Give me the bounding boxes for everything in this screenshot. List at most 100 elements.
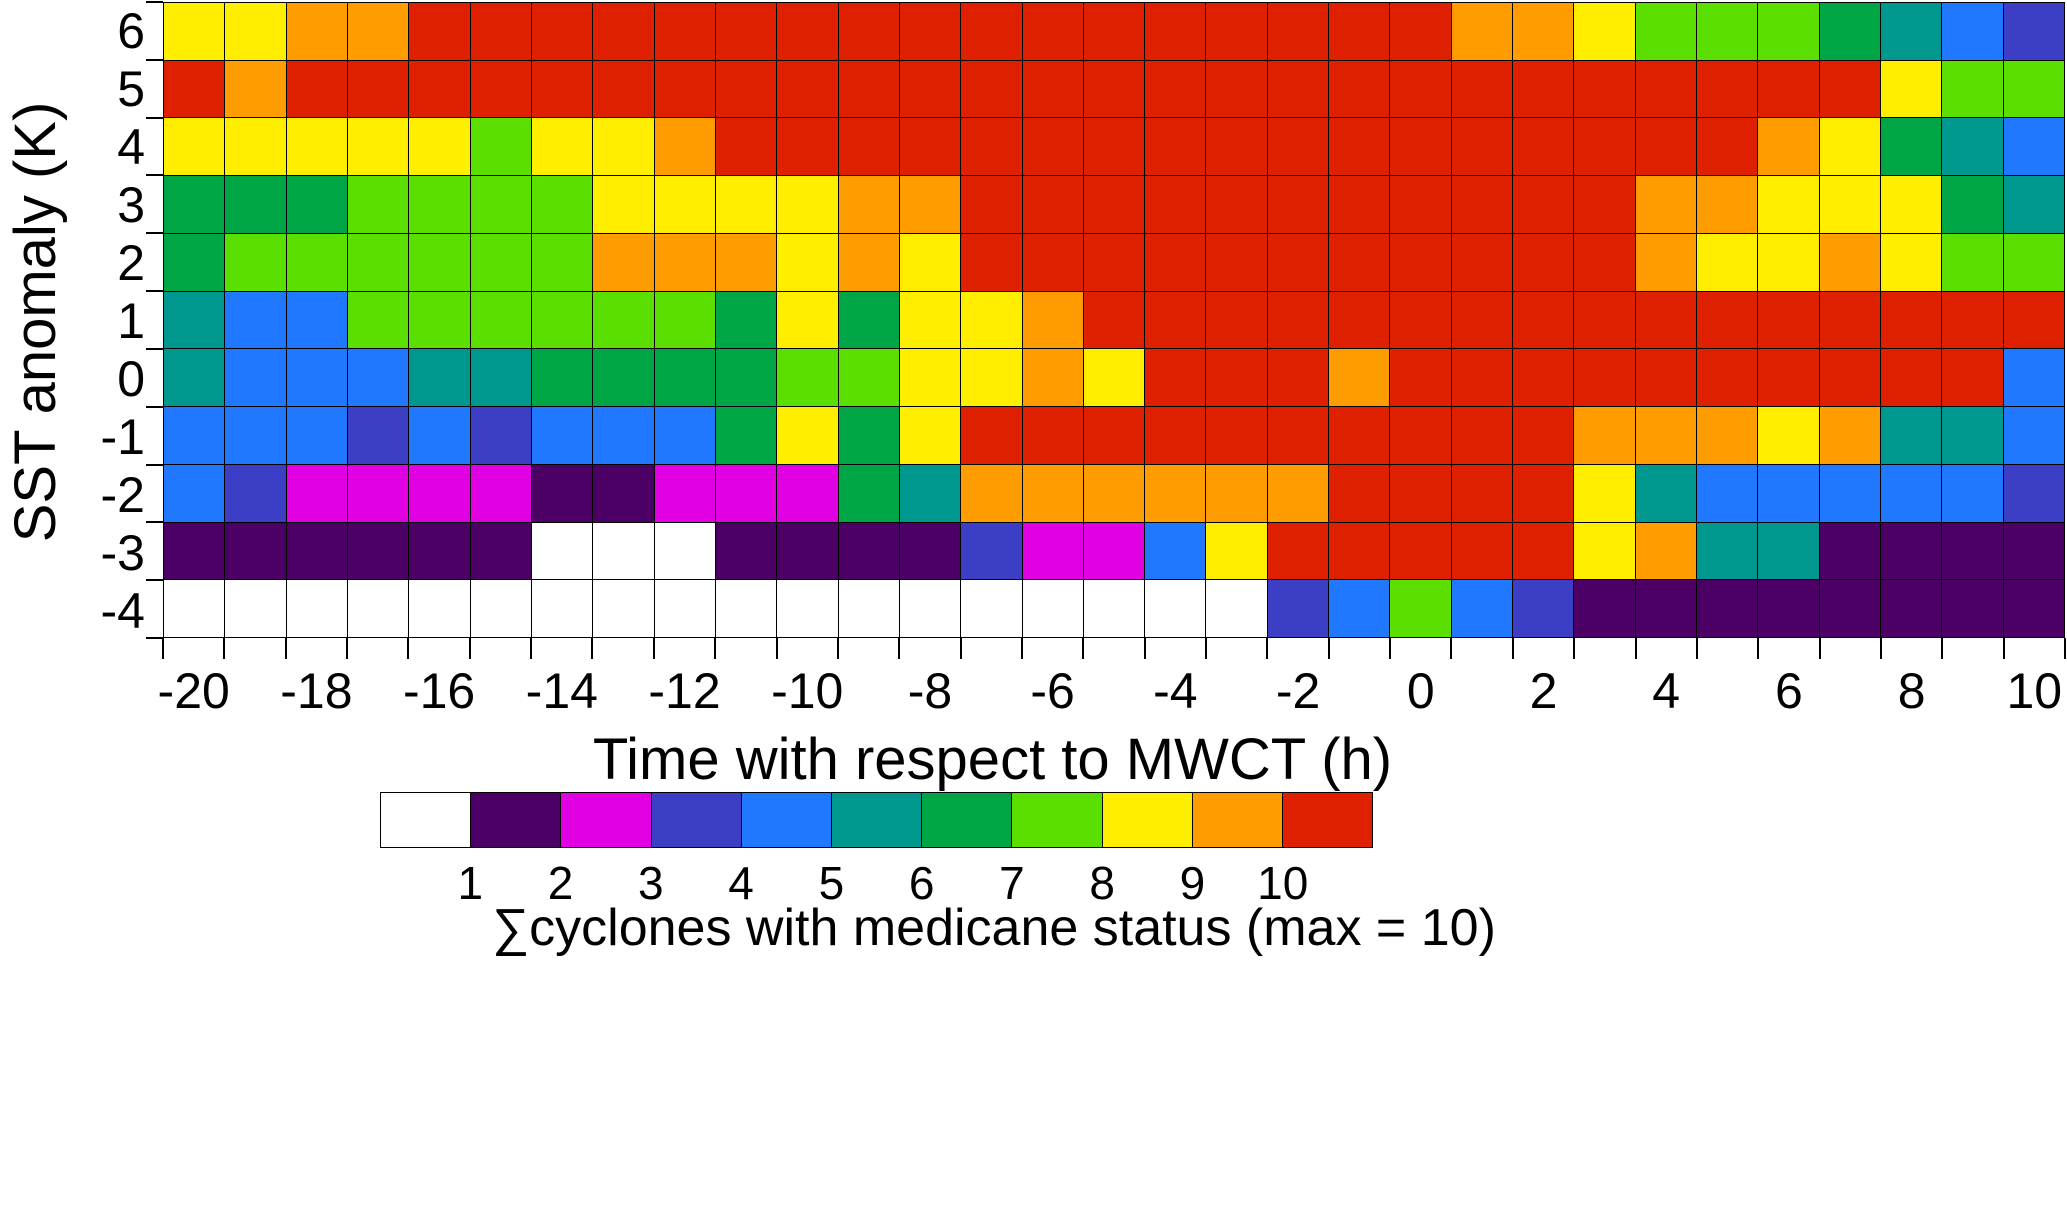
heatmap-cell bbox=[164, 60, 225, 118]
colorbar-box-4 bbox=[741, 793, 831, 847]
heatmap-cell bbox=[286, 522, 347, 580]
heatmap-cell bbox=[347, 60, 409, 118]
heatmap-cell bbox=[715, 349, 777, 407]
heatmap-cell bbox=[1451, 407, 1513, 464]
heatmap-cell bbox=[1881, 176, 1942, 233]
heatmap-cell bbox=[1390, 464, 1451, 522]
x-tick-mark bbox=[775, 638, 778, 659]
heatmap-cell bbox=[1635, 118, 1697, 176]
heatmap-cell bbox=[1390, 118, 1451, 176]
heatmap-cell bbox=[347, 580, 409, 637]
heatmap-cell bbox=[1881, 118, 1942, 176]
heatmap-cell bbox=[1329, 349, 1390, 407]
colorbar-caption: ∑cyclones with medicane status (max = 10… bbox=[492, 899, 1496, 957]
y-tick-mark bbox=[146, 405, 163, 408]
heatmap-cell bbox=[286, 291, 347, 349]
heatmap-cell bbox=[1083, 118, 1145, 176]
heatmap-cell bbox=[1513, 176, 1574, 233]
heatmap-cell bbox=[2003, 291, 2064, 349]
heatmap-cell bbox=[470, 233, 531, 291]
heatmap-cell bbox=[2003, 407, 2064, 464]
heatmap-cell bbox=[1206, 407, 1267, 464]
heatmap-cell bbox=[1758, 3, 1819, 60]
heatmap-cell bbox=[1083, 233, 1145, 291]
heatmap-cell bbox=[347, 233, 409, 291]
heatmap-cell bbox=[1022, 349, 1083, 407]
heatmap-cell bbox=[2003, 60, 2064, 118]
heatmap-cell bbox=[838, 464, 899, 522]
heatmap-cell bbox=[1267, 118, 1329, 176]
heatmap-cell bbox=[1881, 407, 1942, 464]
x-tick-mark bbox=[1389, 638, 1392, 659]
heatmap-cell bbox=[1390, 291, 1451, 349]
heatmap-cell bbox=[1451, 464, 1513, 522]
heatmap-cell bbox=[654, 233, 715, 291]
heatmap-cell bbox=[1697, 233, 1758, 291]
y-tick-label: -3 bbox=[100, 525, 145, 581]
heatmap-cell bbox=[899, 60, 961, 118]
heatmap-cell bbox=[286, 464, 347, 522]
heatmap-cell bbox=[1758, 407, 1819, 464]
heatmap-cell bbox=[777, 464, 838, 522]
heatmap-cell bbox=[1083, 3, 1145, 60]
heatmap-cell bbox=[1942, 233, 2003, 291]
heatmap-cell bbox=[961, 407, 1022, 464]
y-tick-mark bbox=[146, 290, 163, 293]
heatmap-cell bbox=[164, 349, 225, 407]
colorbar-tick-label: 1 bbox=[457, 857, 484, 909]
heatmap-cell bbox=[1083, 60, 1145, 118]
heatmap-cell bbox=[961, 60, 1022, 118]
heatmap-cell bbox=[961, 3, 1022, 60]
heatmap-cell bbox=[1083, 291, 1145, 349]
x-tick-mark bbox=[2064, 638, 2066, 659]
heatmap-cell bbox=[1635, 291, 1697, 349]
heatmap-cell bbox=[409, 118, 470, 176]
heatmap-cell bbox=[531, 464, 593, 522]
heatmap-cell bbox=[1206, 60, 1267, 118]
heatmap-cell bbox=[531, 233, 593, 291]
y-tick-mark bbox=[146, 463, 163, 466]
heatmap-cell bbox=[1329, 233, 1390, 291]
colorbar-tick-label: 6 bbox=[908, 857, 935, 909]
heatmap-cell bbox=[1145, 522, 1206, 580]
heatmap-cell bbox=[593, 118, 654, 176]
heatmap-cell bbox=[777, 176, 838, 233]
heatmap-cell bbox=[347, 522, 409, 580]
heatmap-cell bbox=[1881, 291, 1942, 349]
heatmap-cell bbox=[1329, 407, 1390, 464]
y-tick-mark bbox=[146, 116, 163, 119]
x-tick-label: 8 bbox=[1897, 663, 1926, 719]
heatmap-cell bbox=[470, 580, 531, 637]
heatmap-cell bbox=[1758, 349, 1819, 407]
colorbar-tick-labels: 1 2 3 4 5 6 7 8 9 10 bbox=[380, 856, 1373, 909]
heatmap-cell bbox=[1697, 118, 1758, 176]
heatmap-cell bbox=[286, 3, 347, 60]
heatmap-cell bbox=[1819, 580, 1881, 637]
x-tick-mark bbox=[652, 638, 655, 659]
x-tick-mark bbox=[1634, 638, 1637, 659]
x-tick-mark bbox=[714, 638, 717, 659]
heatmap-cell bbox=[1145, 464, 1206, 522]
heatmap-cell bbox=[899, 407, 961, 464]
heatmap-cell bbox=[470, 118, 531, 176]
y-tick-label: -4 bbox=[100, 583, 145, 639]
heatmap-cell bbox=[1022, 118, 1083, 176]
heatmap-cell bbox=[1697, 3, 1758, 60]
y-tick-label: 2 bbox=[117, 235, 145, 291]
heatmap-cell bbox=[1329, 118, 1390, 176]
heatmap-cell bbox=[1635, 522, 1697, 580]
y-axis-tick-labels: 6 5 4 3 2 1 0 -1 -2 -3 -4 bbox=[40, 2, 145, 639]
heatmap-cell bbox=[1267, 407, 1329, 464]
heatmap-cell bbox=[1206, 233, 1267, 291]
heatmap-cell bbox=[838, 580, 899, 637]
heatmap-cell bbox=[470, 176, 531, 233]
heatmap-cell bbox=[1451, 176, 1513, 233]
heatmap-cell bbox=[1881, 522, 1942, 580]
heatmap-cell bbox=[715, 291, 777, 349]
heatmap-cell bbox=[1145, 118, 1206, 176]
heatmap-cell bbox=[409, 233, 470, 291]
colorbar-tick-label: 3 bbox=[638, 857, 664, 909]
heatmap-cell bbox=[715, 522, 777, 580]
heatmap-cell bbox=[899, 522, 961, 580]
x-tick-mark bbox=[1082, 638, 1085, 659]
